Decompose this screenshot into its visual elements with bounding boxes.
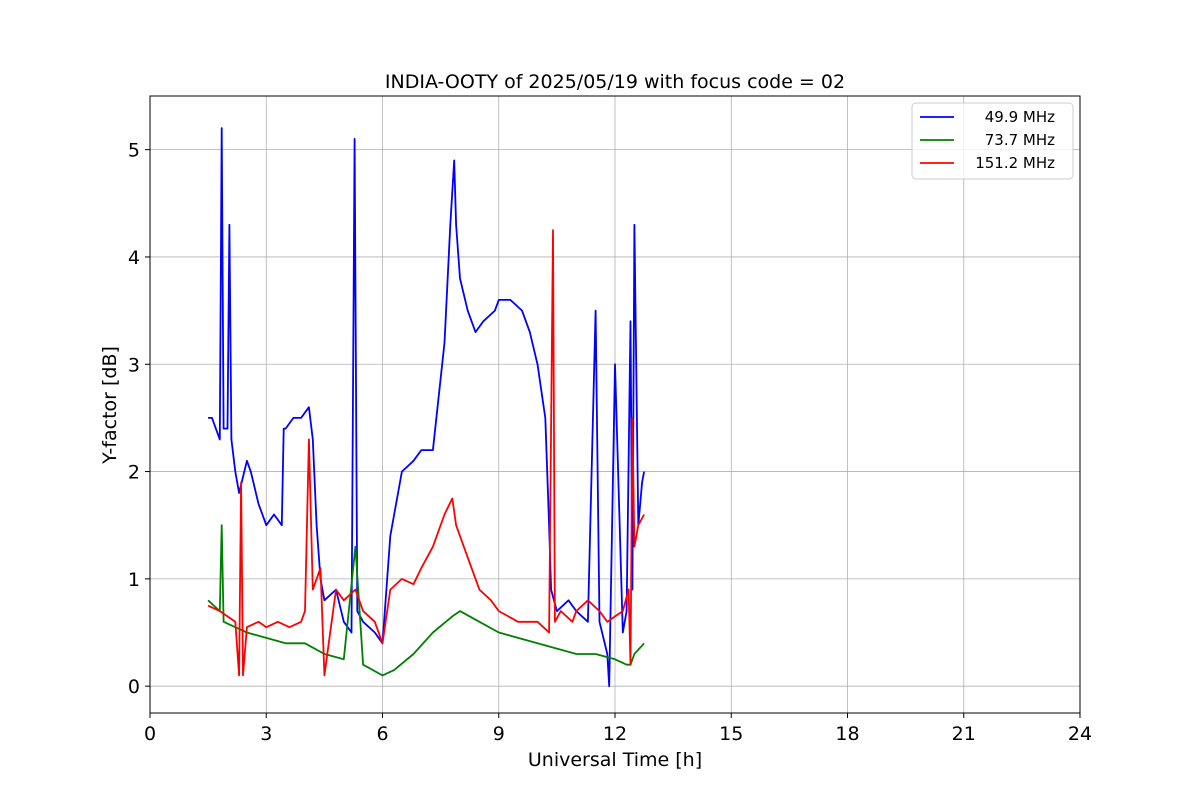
legend-label-2: 151.2 MHz [975,154,1055,172]
x-tick-label: 24 [1068,723,1092,745]
y-tick-label: 5 [128,140,140,162]
y-tick-label: 4 [128,247,140,269]
y-axis-label: Y-factor [dB] [99,346,121,465]
x-tick-label: 21 [952,723,976,745]
legend-label-0: 49.9 MHz [985,108,1055,126]
x-tick-label: 3 [260,723,272,745]
x-tick-label: 6 [376,723,388,745]
y-tick-label: 3 [128,354,140,376]
x-tick-label: 12 [603,723,627,745]
x-tick-label: 9 [493,723,505,745]
series-line-2 [207,229,645,677]
chart-title: INDIA-OOTY of 2025/05/19 with focus code… [385,71,845,93]
x-ticks: 0 3 6 9 12 15 18 21 24 [144,713,1092,745]
x-tick-label: 15 [719,723,743,745]
x-tick-label: 0 [144,723,156,745]
legend-box [911,102,1074,180]
legend-label-1: 73.7 MHz [985,131,1055,149]
x-axis-label: Universal Time [h] [528,749,702,771]
series-line-0 [208,127,645,688]
x-tick-label: 18 [835,723,859,745]
y-ticks: 0 1 2 3 4 5 [128,140,150,698]
y-tick-label: 2 [128,462,140,484]
y-tick-label: 1 [128,569,140,591]
plot-area [207,127,645,688]
legend: 49.9 MHz 73.7 MHz 151.2 MHz [911,102,1074,180]
y-tick-label: 0 [128,676,140,698]
